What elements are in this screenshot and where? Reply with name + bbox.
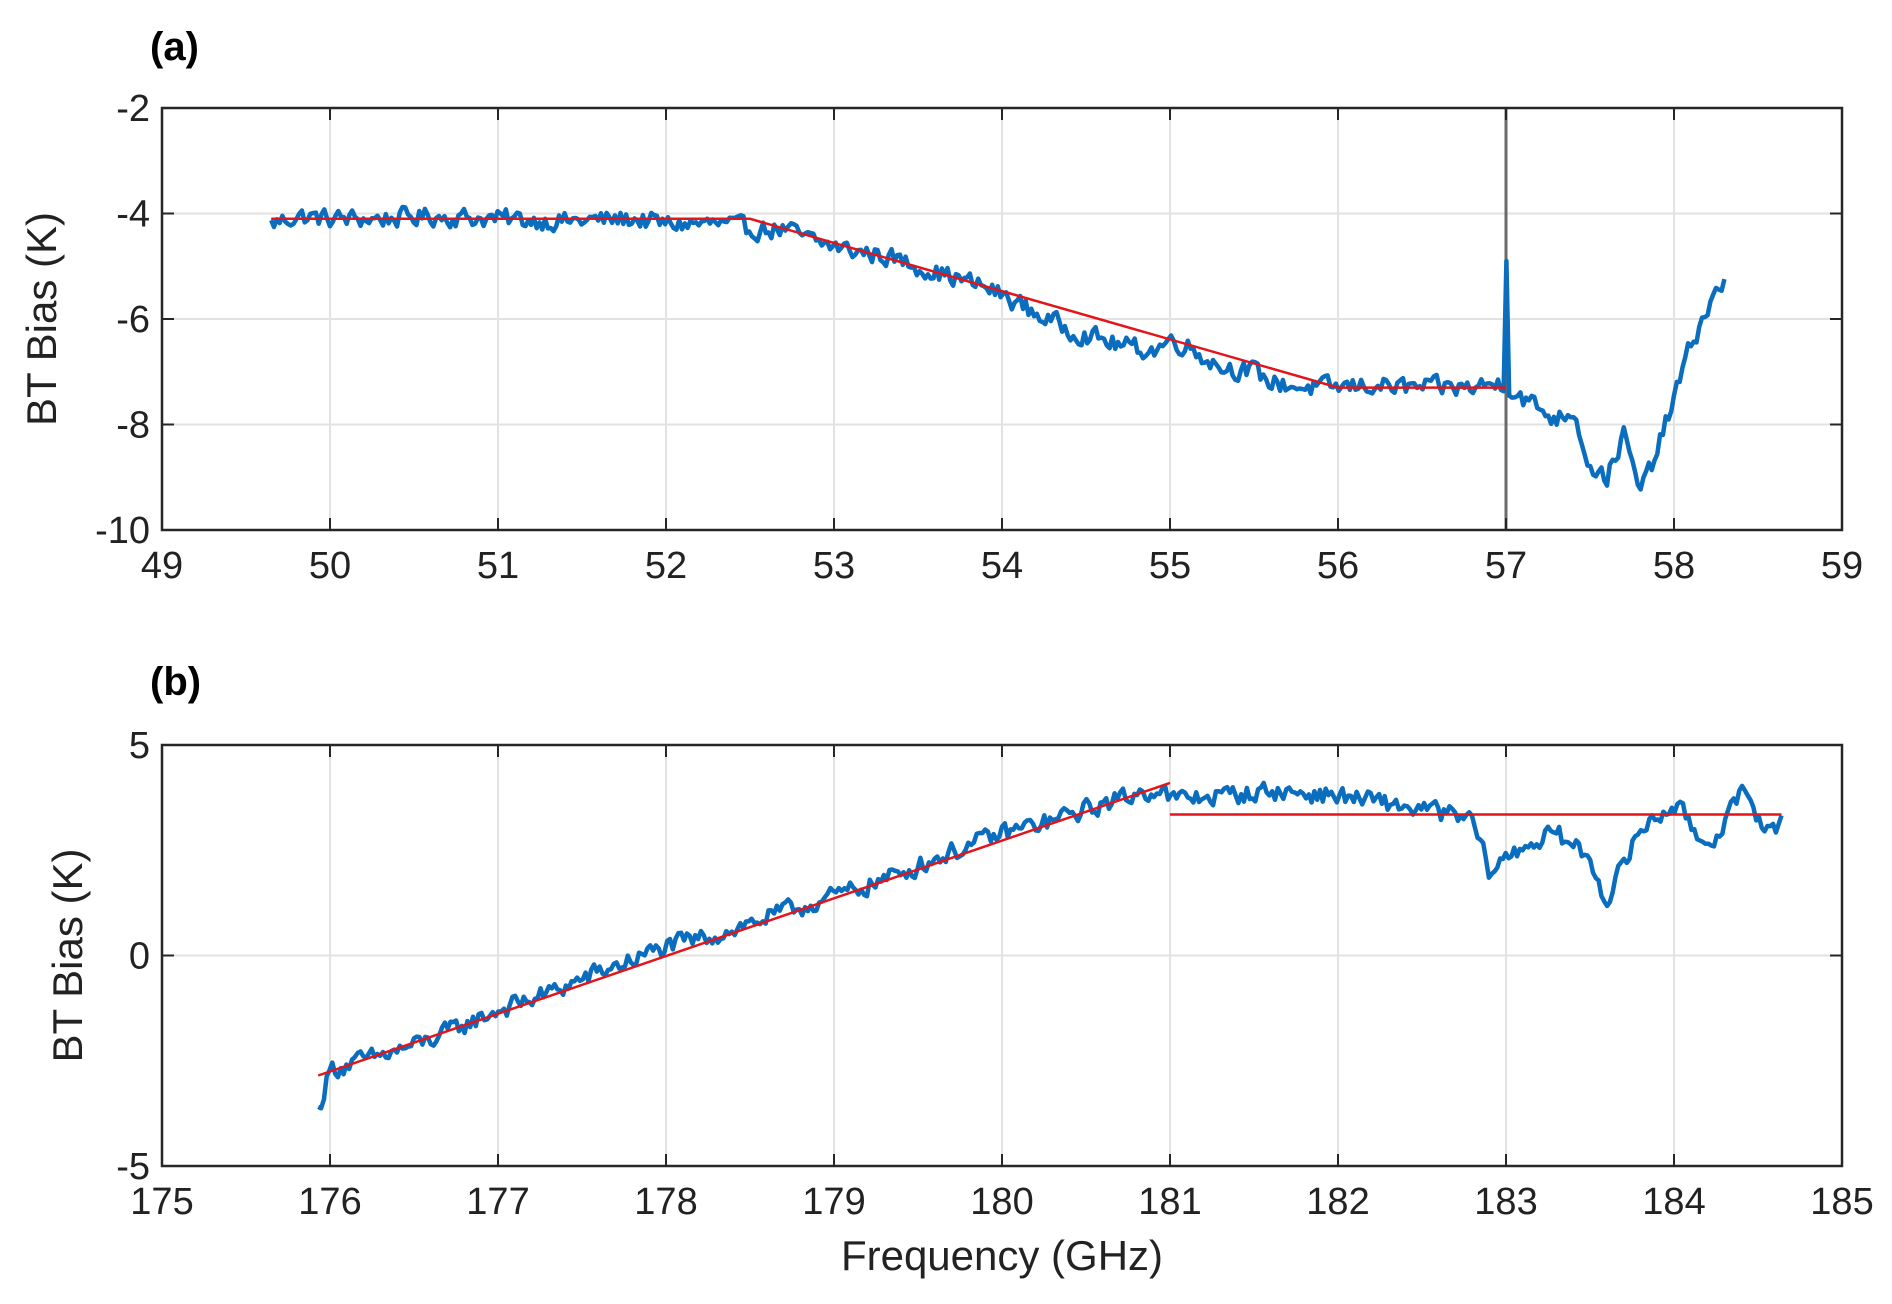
panel-a-ticks: 49 50 51 52 53 54 55 56 57 58 59 -10 -8 -6 -4 -2 <box>95 88 1863 587</box>
y-tick-label: -10 <box>95 510 150 552</box>
bias-series-line <box>269 204 1727 492</box>
x-tick-label: 178 <box>634 1181 697 1223</box>
y-tick-label: -2 <box>116 88 150 130</box>
x-tick-label: 51 <box>477 545 519 587</box>
y-tick-label: 5 <box>129 725 150 767</box>
panel-b-grid <box>162 745 1842 1166</box>
x-tick-label: 182 <box>1306 1181 1369 1223</box>
x-tick-label: 50 <box>309 545 351 587</box>
x-tick-label: 49 <box>141 545 183 587</box>
panel-a: 49 50 51 52 53 54 55 56 57 58 59 -10 -8 -6 -4 -2 (a) BT… <box>18 25 1863 587</box>
x-tick-label: 177 <box>466 1181 529 1223</box>
panel-a-plot <box>269 108 1727 530</box>
panel-a-grid <box>162 108 1842 530</box>
fit-line <box>317 781 1171 1077</box>
panel-b-plot <box>317 780 1784 1111</box>
y-tick-label: -8 <box>116 405 150 447</box>
x-tick-label: 57 <box>1485 545 1527 587</box>
y-tick-label: 0 <box>129 936 150 978</box>
panel-a-y-axis-label: BT Bias (K) <box>18 212 65 426</box>
panel-a-label: (a) <box>150 25 199 69</box>
fit-line <box>271 217 1506 389</box>
y-tick-label: -6 <box>116 299 150 341</box>
x-tick-label: 58 <box>1653 545 1695 587</box>
panel-b: 175 176 177 178 179 180 181 182 183 184 185 -5 0 5 (b… <box>44 660 1874 1279</box>
x-tick-label: 56 <box>1317 545 1359 587</box>
y-tick-label: -4 <box>116 194 150 236</box>
x-tick-label: 185 <box>1810 1181 1873 1223</box>
panel-b-ticks: 175 176 177 178 179 180 181 182 183 184 185 -5 0 5 <box>116 725 1874 1223</box>
panel-b-x-axis-label: Frequency (GHz) <box>841 1232 1163 1279</box>
panel-b-label: (b) <box>150 660 201 704</box>
x-tick-label: 179 <box>802 1181 865 1223</box>
x-tick-label: 54 <box>981 545 1023 587</box>
x-tick-label: 175 <box>130 1181 193 1223</box>
x-tick-label: 176 <box>298 1181 361 1223</box>
x-tick-label: 181 <box>1138 1181 1201 1223</box>
bias-series-line <box>317 780 1784 1111</box>
panel-b-y-axis-label: BT Bias (K) <box>44 849 91 1063</box>
x-tick-label: 52 <box>645 545 687 587</box>
x-tick-label: 180 <box>970 1181 1033 1223</box>
x-tick-label: 53 <box>813 545 855 587</box>
y-tick-label: -5 <box>116 1146 150 1188</box>
x-tick-label: 59 <box>1821 545 1863 587</box>
x-tick-label: 55 <box>1149 545 1191 587</box>
x-tick-label: 184 <box>1642 1181 1705 1223</box>
x-tick-label: 183 <box>1474 1181 1537 1223</box>
